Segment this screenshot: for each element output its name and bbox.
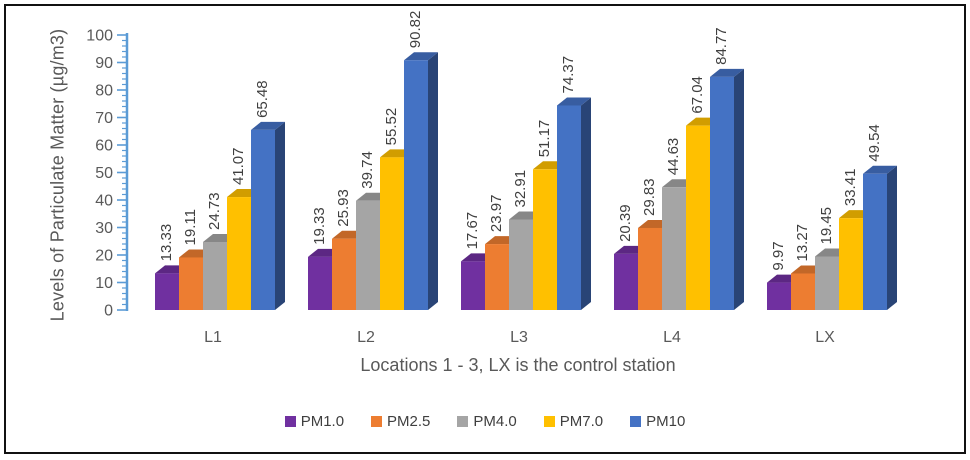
data-label-PM10-LX: 49.54 [866,124,883,162]
x-category-label-LX: LX [815,329,835,346]
x-category-label-L4: L4 [663,329,681,346]
data-label-PM1.0-L1: 13.33 [158,224,175,262]
y-tick-label: 20 [95,248,113,265]
data-label-PM10-L3: 74.37 [560,56,577,94]
legend-swatch-pm2.5 [371,416,383,427]
bar-side-face [275,121,285,311]
y-tick-label: 30 [95,220,113,237]
y-tick-label: 0 [104,303,113,320]
bar-front-face [404,60,428,311]
bar-front-face [791,273,815,310]
data-label-PM1.0-L3: 17.67 [464,212,481,250]
bar-front-face [533,169,557,310]
data-label-PM4.0-L1: 24.73 [206,192,223,230]
bar-PM10-L1 [251,121,285,311]
legend-swatch-pm10 [630,416,642,427]
data-label-PM10-L1: 65.48 [254,80,271,118]
y-tick-label: 60 [95,138,113,155]
bar-top-face [251,121,285,130]
x-category-label-L1: L1 [204,329,222,346]
data-label-PM2.5-L1: 19.11 [182,209,199,245]
bar-front-face [686,125,710,310]
legend-item-pm4.0: PM4.0 [457,413,517,430]
legend-label: PM1.0 [300,413,345,430]
y-tick-label: 70 [95,110,113,127]
data-label-PM2.5-L4: 29.83 [641,178,658,216]
data-label-PM10-L2: 90.82 [407,11,424,49]
bar-front-face [332,238,356,310]
bar-top-face [557,97,591,106]
legend-item-pm1.0: PM1.0 [284,413,345,430]
y-tick-label: 40 [95,193,113,210]
legend-item-pm10: PM10 [630,413,685,430]
data-label-PM2.5-LX: 13.27 [794,224,811,262]
data-label-PM1.0-L2: 19.33 [311,207,328,245]
bar-front-face [308,256,332,310]
bar-front-face [485,244,509,310]
bar-front-face [863,173,887,310]
bar-front-face [251,129,275,310]
data-label-PM7.0-L4: 67.04 [689,76,706,114]
data-label-PM1.0-L4: 20.39 [617,204,634,242]
data-label-PM10-L4: 84.77 [713,27,730,65]
bar-front-face [662,187,686,310]
legend-swatch-pm1.0 [284,416,296,427]
x-axis-title: Locations 1 - 3, LX is the control stati… [360,355,676,375]
bar-PM10-L3 [557,97,591,310]
legend-item-pm2.5: PM2.5 [371,413,430,430]
data-label-PM4.0-L4: 44.63 [665,138,682,176]
bar-PM10-L4 [710,68,744,310]
data-label-PM7.0-L3: 51.17 [536,120,553,158]
data-label-PM4.0-L2: 39.74 [359,151,376,189]
legend-item-pm7.0: PM7.0 [543,413,604,430]
bar-front-face [557,105,581,310]
bar-front-face [839,218,863,310]
legend-label: PM4.0 [473,413,517,430]
legend: PM1.0 PM2.5 PM4.0 PM7.0 PM10 [0,413,970,430]
bar-front-face [356,200,380,310]
bar-front-face [227,197,251,310]
bar-front-face [509,219,533,310]
legend-label: PM2.5 [387,413,431,430]
y-tick-label: 100 [86,28,113,45]
data-label-PM1.0-LX: 9.97 [770,241,787,270]
data-label-PM2.5-L3: 23.97 [488,195,505,233]
x-category-label-L3: L3 [510,329,528,346]
bar-front-face [380,157,404,310]
bar-side-face [734,68,744,310]
data-label-PM4.0-LX: 19.45 [818,207,835,245]
bar-front-face [614,253,638,310]
y-tick-label: 80 [95,83,113,100]
bar-top-face [404,52,438,61]
bar-top-face [710,68,744,77]
bar-side-face [887,165,897,310]
y-tick-label: 50 [95,165,113,182]
bar-side-face [428,52,438,311]
bar-front-face [155,273,179,310]
data-label-PM7.0-L2: 55.52 [383,108,400,146]
legend-label: PM10 [646,413,686,430]
data-label-PM2.5-L2: 25.93 [335,189,352,227]
y-tick-label: 10 [95,275,113,292]
bar-front-face [815,256,839,310]
bar-PM10-L2 [404,52,438,311]
bar-top-face [863,165,897,174]
bar-front-face [203,241,227,310]
x-category-label-L2: L2 [357,329,375,346]
bar-front-face [710,76,734,310]
bar-front-face [461,261,485,310]
bar-front-face [638,227,662,310]
y-tick-label: 90 [95,55,113,72]
legend-label: PM7.0 [559,413,604,430]
bar-PM10-LX [863,165,897,310]
bar-side-face [581,97,591,310]
legend-swatch-pm4.0 [457,416,469,427]
legend-swatch-pm7.0 [543,416,555,427]
data-label-PM7.0-L1: 41.07 [230,148,247,186]
data-label-PM4.0-L3: 32.91 [512,170,529,208]
data-label-PM7.0-LX: 33.41 [842,169,859,207]
bar-front-face [767,282,791,310]
bar-front-face [179,257,203,310]
